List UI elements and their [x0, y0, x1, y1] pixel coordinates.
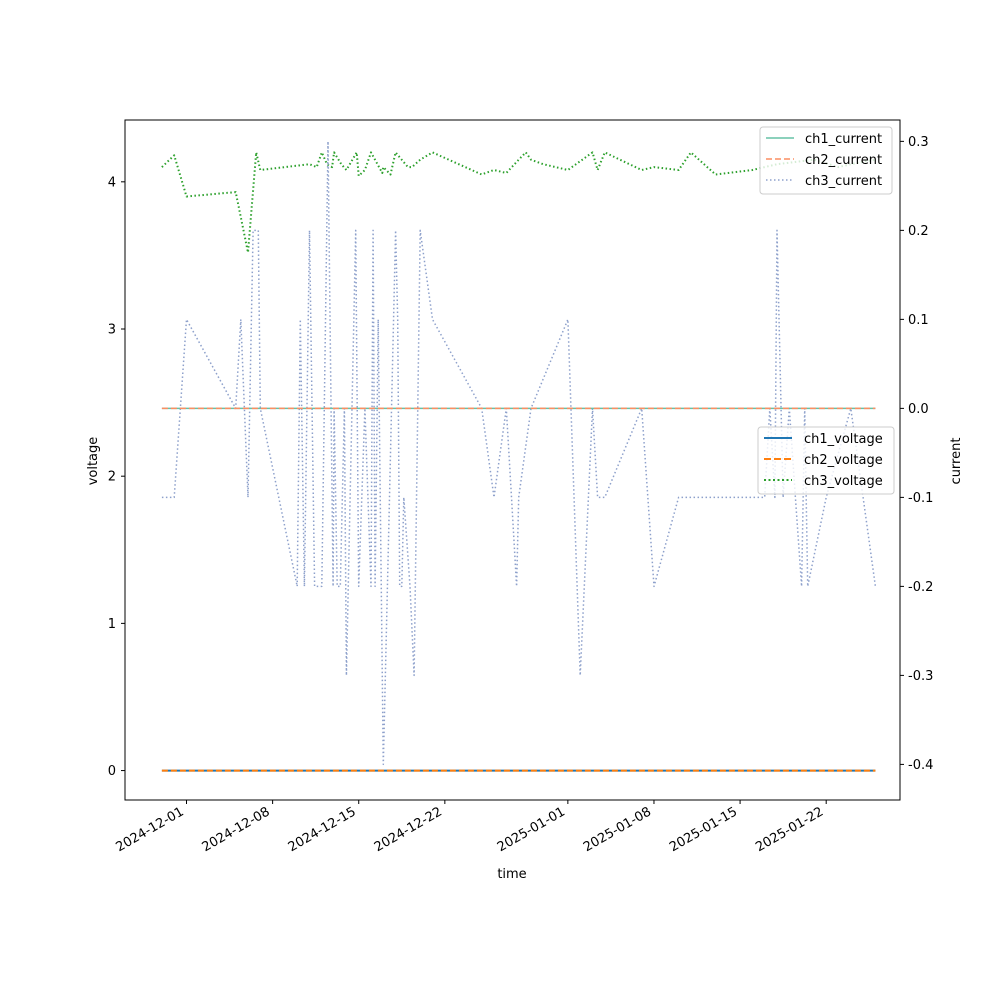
left-y-tick-label: 1 — [108, 617, 116, 632]
left-y-tick-label: 4 — [108, 175, 116, 190]
right-y-tick-label: 0.2 — [908, 224, 929, 239]
right-y-tick-label: -0.2 — [908, 580, 933, 595]
legend-current: ch1_current ch2_current ch3_current — [759, 126, 893, 195]
series-ch3-voltage-line — [161, 151, 876, 254]
legend-label-ch3-current: ch3_current — [805, 174, 882, 189]
right-y-tick-label: -0.4 — [908, 758, 933, 773]
right-y-axis-title: current — [949, 438, 964, 485]
x-axis-title: time — [497, 867, 526, 882]
right-y-tick-label: -0.1 — [908, 491, 933, 506]
plot-frame — [124, 119, 901, 801]
legend-label-ch1-current: ch1_current — [805, 132, 882, 147]
legend-label-ch2-voltage: ch2_voltage — [804, 453, 883, 468]
left-y-tick-label: 3 — [108, 323, 116, 338]
legend-label-ch3-voltage: ch3_voltage — [804, 474, 883, 489]
legend-current-frame — [759, 126, 893, 195]
left-y-tick-label: 0 — [108, 764, 116, 779]
legend-voltage: ch1_voltage ch2_voltage ch3_voltage — [757, 426, 895, 495]
legend-label-ch2-current: ch2_current — [805, 153, 882, 168]
right-y-tick-label: 0.1 — [908, 313, 929, 328]
series-layer — [161, 140, 877, 772]
right-y-tick-label: 0.0 — [908, 402, 929, 417]
left-y-axis-title: voltage — [86, 437, 101, 486]
legend-label-ch1-voltage: ch1_voltage — [804, 432, 883, 447]
legend-voltage-frame — [757, 426, 895, 495]
left-y-tick-label: 2 — [108, 470, 116, 485]
right-y-tick-label: -0.3 — [908, 669, 933, 684]
right-y-tick-label: 0.3 — [908, 135, 929, 150]
